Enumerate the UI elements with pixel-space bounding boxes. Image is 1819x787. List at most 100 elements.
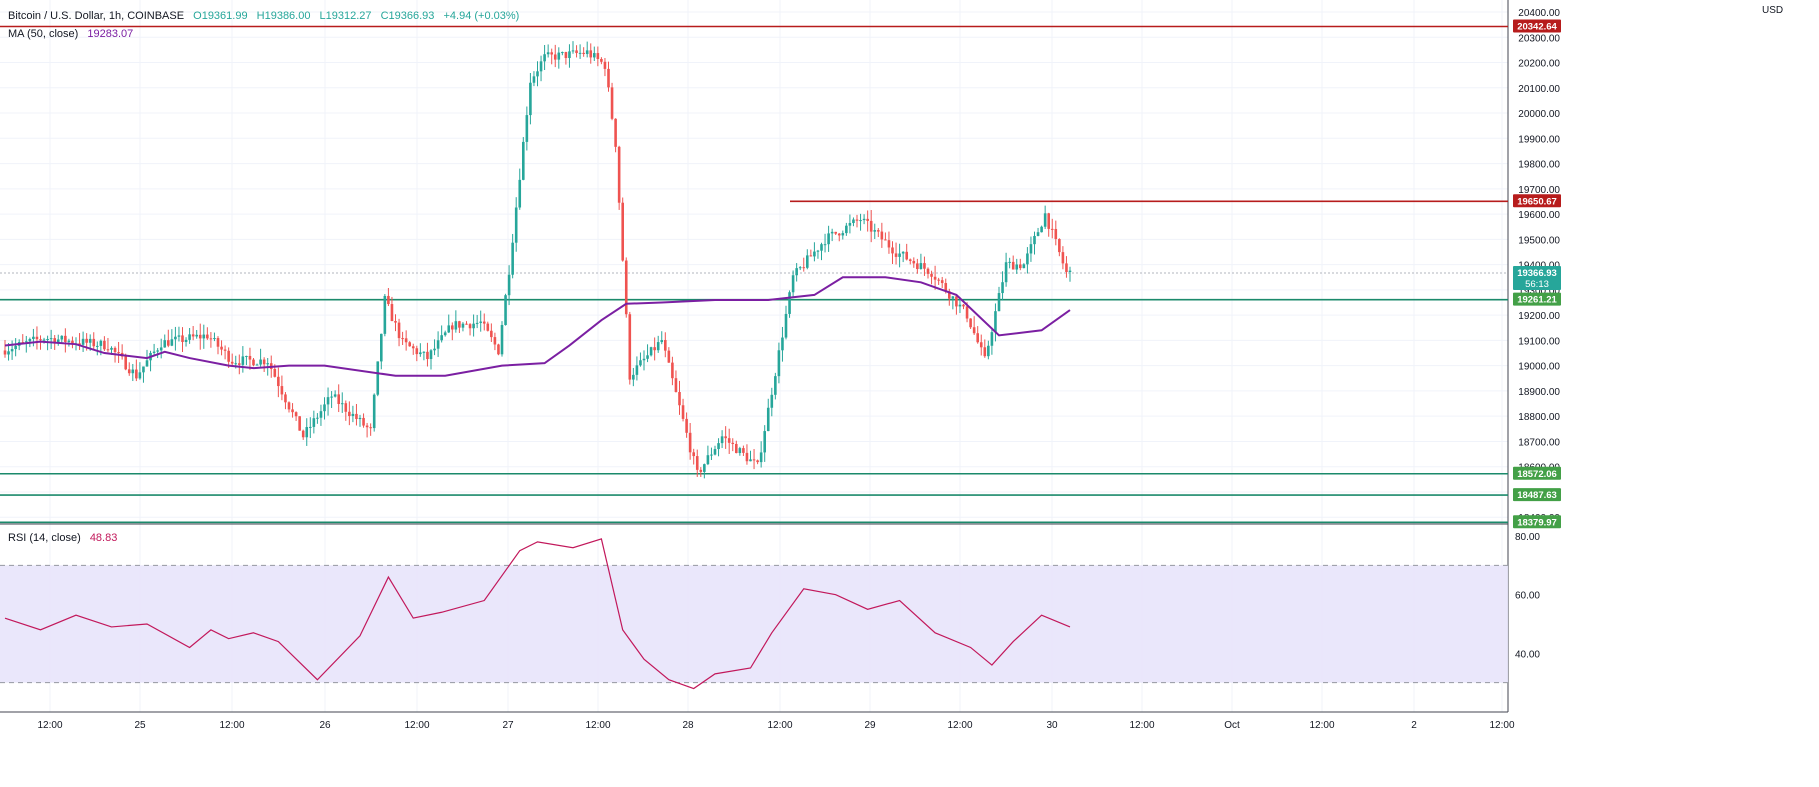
- candle-up: [174, 336, 177, 340]
- candle-down: [106, 349, 110, 351]
- candle-up: [1033, 235, 1036, 245]
- candle-up: [781, 337, 784, 351]
- candle-up: [749, 459, 752, 462]
- candle-up: [795, 268, 798, 276]
- candle-up: [919, 263, 923, 270]
- rsi-legend[interactable]: RSI (14, close) 48.83: [8, 532, 123, 544]
- candle-up: [1043, 213, 1047, 227]
- candle-up: [848, 223, 852, 226]
- candle-down: [880, 231, 884, 240]
- level-price-label: 19650.67: [1517, 196, 1557, 207]
- candle-down: [756, 460, 759, 463]
- candle-down: [252, 359, 255, 366]
- ma-value: 19283.07: [87, 28, 134, 40]
- time-tick-label: 12:00: [1489, 720, 1514, 731]
- candle-down: [1065, 263, 1068, 273]
- price-tick-label: 18700.00: [1518, 437, 1560, 448]
- change-value: +4.94 (+0.03%): [443, 10, 520, 22]
- candle-down: [1011, 261, 1015, 270]
- candle-up: [184, 339, 188, 342]
- candle-up: [433, 348, 436, 351]
- candle-down: [731, 442, 735, 444]
- time-tick-label: 12:00: [947, 720, 972, 731]
- candle-up: [529, 82, 532, 116]
- candle-down: [972, 327, 976, 334]
- candle-down: [408, 342, 411, 347]
- candle-down: [944, 283, 948, 292]
- candle-down: [277, 376, 280, 387]
- candle-down: [482, 321, 486, 324]
- last-price-label: 19366.93: [1517, 268, 1557, 279]
- price-labels: 20342.64 19650.67 19261.21 18572.06 18487.63…: [1513, 19, 1561, 529]
- candle-up: [443, 332, 447, 336]
- candle-down: [71, 340, 74, 344]
- high-value: H19386.00: [256, 10, 311, 22]
- candle-down: [866, 218, 869, 221]
- candle-up: [88, 338, 92, 343]
- candle-up: [440, 335, 443, 341]
- candle-down: [291, 409, 294, 413]
- horizontal-levels[interactable]: [0, 25, 1508, 524]
- candle-down: [35, 336, 39, 340]
- candle-down: [699, 469, 703, 472]
- candle-up: [447, 325, 451, 333]
- price-tick-label: 19600.00: [1518, 210, 1560, 221]
- level-price-label-bg: [1513, 515, 1561, 529]
- candle-down: [284, 394, 287, 403]
- candle-up: [67, 340, 71, 342]
- price-tick-label: 18800.00: [1518, 412, 1560, 423]
- candle-down: [837, 233, 841, 236]
- time-tick-label: 25: [134, 720, 146, 731]
- price-tick-label: 19500.00: [1518, 235, 1560, 246]
- candle-down: [727, 438, 731, 443]
- candle-up: [568, 51, 571, 59]
- candle-up: [703, 464, 706, 472]
- candle-down: [735, 443, 738, 454]
- time-tick-label: Oct: [1224, 720, 1240, 731]
- candle-up: [1026, 253, 1029, 265]
- candle-down: [223, 349, 227, 351]
- candle-down: [969, 318, 972, 328]
- candle-down: [553, 54, 557, 60]
- candle-up: [316, 417, 319, 419]
- candle-down: [603, 61, 607, 69]
- candle-down: [64, 335, 67, 342]
- candle-down: [582, 52, 585, 55]
- rsi-label: RSI (14, close): [8, 532, 81, 544]
- candle-up: [862, 218, 866, 221]
- candle-down: [621, 202, 624, 261]
- candle-up: [319, 411, 323, 418]
- candle-down: [671, 362, 674, 379]
- candle-up: [806, 255, 809, 268]
- price-tick-label: 20400.00: [1518, 8, 1560, 19]
- candle-up: [188, 334, 191, 340]
- candle-up: [255, 364, 259, 366]
- candle-up: [131, 369, 135, 374]
- price-tick-label: 19700.00: [1518, 185, 1560, 196]
- candle-down: [468, 324, 472, 329]
- candle-down: [85, 338, 88, 343]
- candle-down: [387, 295, 390, 305]
- candle-up: [1036, 232, 1040, 236]
- candle-down: [227, 350, 230, 362]
- candle-down: [348, 411, 351, 417]
- candle-up: [518, 179, 522, 208]
- candle-up: [461, 323, 465, 328]
- candle-up: [951, 296, 955, 299]
- time-tick-label: 30: [1046, 720, 1058, 731]
- candle-down: [415, 348, 419, 355]
- candle-up: [266, 363, 269, 365]
- candle-up: [422, 351, 426, 353]
- candle-up: [823, 244, 827, 246]
- candle-up: [99, 340, 103, 346]
- candle-up: [763, 431, 766, 453]
- price-tick-label: 19200.00: [1518, 311, 1560, 322]
- ma-legend[interactable]: MA (50, close) 19283.07: [8, 28, 139, 40]
- candle-up: [1004, 262, 1008, 283]
- candle-down: [369, 427, 372, 429]
- candle-down: [965, 306, 969, 319]
- candle-down: [752, 459, 756, 461]
- candle-down: [135, 369, 138, 379]
- candle-down: [681, 405, 685, 419]
